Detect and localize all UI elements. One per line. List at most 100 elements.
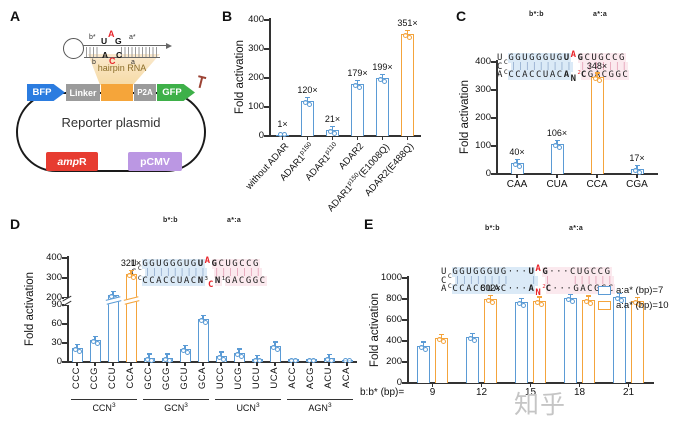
error-bar <box>440 334 443 338</box>
panel-b-label: B <box>222 8 233 24</box>
data-point <box>76 349 82 355</box>
legend-item: a:a* (bp)=10 <box>598 298 669 313</box>
x-tick <box>381 136 384 140</box>
y-tick <box>62 257 68 259</box>
reporter-plasmid-text: Reporter plasmid <box>61 115 161 130</box>
error-bar-cap <box>355 79 360 82</box>
error-bar <box>587 296 590 300</box>
group-label: UCN3 <box>236 402 260 413</box>
pair-label-bb: b*:b <box>485 225 500 232</box>
hairpin-sequence-segment: N <box>197 276 205 286</box>
error-bar <box>618 294 621 298</box>
error-bar-cap <box>146 353 152 355</box>
hairpin-sequence-segment: | <box>544 275 552 286</box>
error-bar-cap <box>200 314 206 316</box>
hairpin-sequence-segment: U <box>197 259 205 269</box>
data-point <box>516 163 522 169</box>
x-tick-label: 21 <box>622 387 635 398</box>
linker-label: Linker <box>69 87 97 98</box>
x-tick-label: UCG <box>233 367 244 390</box>
gfp-label: GFP <box>162 87 182 98</box>
x-tick-label: UCC <box>215 367 226 390</box>
bar <box>197 318 209 362</box>
x-axis <box>67 361 357 363</box>
y-tick-label: 200 <box>248 72 264 83</box>
y-axis <box>67 256 69 362</box>
error-bar-cap <box>110 290 116 292</box>
y-tick <box>402 361 408 363</box>
data-point <box>472 337 477 343</box>
x-tick <box>356 136 359 140</box>
nt-u: U <box>101 36 108 46</box>
x-tick <box>431 383 434 387</box>
error-bar <box>184 346 186 350</box>
data-point <box>357 85 362 91</box>
data-point <box>130 274 136 280</box>
hairpin-sequence-row: UCGGUGGGUGUAGCUGCCG <box>131 256 267 272</box>
bar <box>631 301 644 383</box>
y-tick <box>62 361 68 363</box>
panel-c-label: C <box>456 8 467 24</box>
x-tick <box>112 362 114 366</box>
x-tick-label: CGA <box>626 179 648 190</box>
hairpin-sequence-segment: A <box>535 263 543 274</box>
data-point <box>310 358 316 363</box>
hairpin-sequence-segment: A <box>570 49 578 60</box>
error-bar-cap <box>568 294 573 296</box>
x-tick-label: UCU <box>251 367 262 390</box>
bar <box>564 298 577 383</box>
y-tick-label: 200 <box>386 356 402 367</box>
data-point <box>238 353 244 359</box>
fold-value-label: 106× <box>546 128 568 139</box>
y-axis-title: Fold activation <box>24 271 36 347</box>
x-tick-label: CCU <box>107 367 118 390</box>
pair-label-aa: a*:a <box>593 11 608 18</box>
x-tick <box>256 362 258 366</box>
y-tick-label: 400 <box>46 252 62 263</box>
ampr-label-rest: R <box>79 155 87 168</box>
error-bar-cap <box>254 354 260 356</box>
error-bar <box>596 73 598 77</box>
x-tick-label: ACA <box>341 367 352 389</box>
error-bar <box>489 295 492 299</box>
hairpin-sequence-segment: G <box>542 267 550 277</box>
hairpin-sequence-segment: |||||| <box>572 275 615 286</box>
legend: a:a* (bp)=7 a:a* (bp)=10 <box>598 283 669 313</box>
x-tick <box>636 174 638 178</box>
y-tick-label: 30 <box>51 337 62 348</box>
hairpin-sequence-row: UCGGUGGGUGUAGCUGCCG <box>497 50 629 66</box>
bar <box>484 298 497 383</box>
hairpin-diagram-d: b*:b a*:a UCGGUGGGUGUAGCUGCCG C |||||||||… <box>131 217 267 289</box>
basepair-rungs-left <box>86 46 100 57</box>
gfp-gene: GFP <box>157 84 195 101</box>
y-tick <box>62 323 68 325</box>
x-tick <box>274 362 276 366</box>
error-bar <box>356 81 359 85</box>
e-x-axis-prefix: b:b* (bp)= <box>360 387 405 398</box>
hairpin-sequence-row: ACCCACCUACAN2CGACGGC <box>497 68 630 83</box>
hairpin-sequence-segment: C <box>503 57 509 66</box>
y-axis <box>407 276 409 383</box>
hairpin-diagram-c: b*:b a*:a UCGGUGGGUGUAGCUGCCG C |||||||||… <box>497 11 630 83</box>
error-bar <box>238 349 240 353</box>
error-bar <box>202 315 204 319</box>
hairpin-sequence-segment <box>551 275 573 286</box>
bar <box>466 336 479 383</box>
hairpin-insert <box>101 84 133 101</box>
x-tick <box>166 362 168 366</box>
hairpin-rna-label: hairpin RNA <box>97 63 147 73</box>
error-bar-cap <box>519 297 524 300</box>
y-tick-label: 0 <box>258 130 264 141</box>
fold-value-label: 17× <box>629 153 645 164</box>
error-bar-cap <box>218 351 224 353</box>
nt-a2: A <box>102 50 109 60</box>
x-tick-label: 15 <box>524 387 537 398</box>
data-point <box>282 132 287 137</box>
y-tick-label: 0 <box>396 377 402 388</box>
pair-label-bb: b*:b <box>529 11 544 18</box>
fold-value-label: 120× <box>297 85 318 96</box>
x-tick <box>627 383 630 387</box>
y-tick <box>264 19 270 21</box>
error-bar <box>148 354 150 358</box>
x-tick-label: 9 <box>429 387 436 398</box>
